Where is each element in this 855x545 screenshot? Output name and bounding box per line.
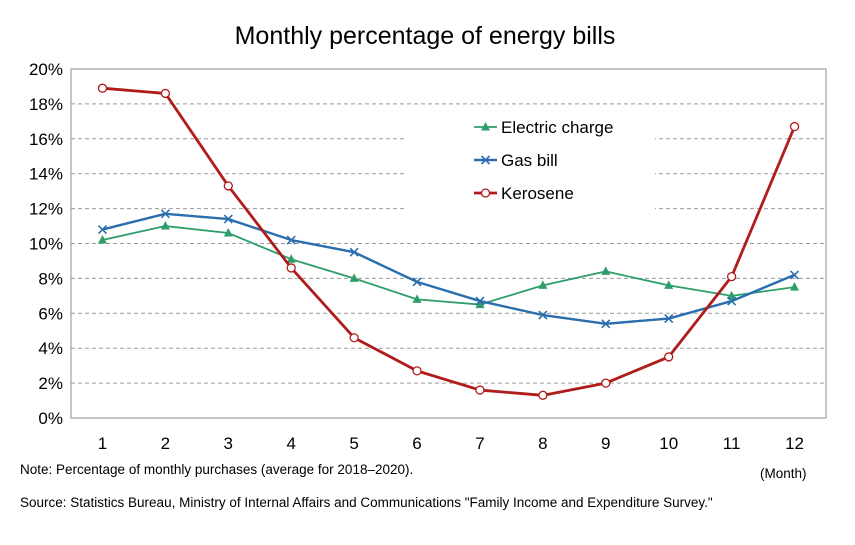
marker-stroke: [538, 310, 548, 320]
marker-stroke: [480, 155, 491, 165]
x-axis-unit-label: (Month): [760, 466, 807, 481]
data-point-marker: [664, 352, 674, 362]
series-line: [102, 225, 795, 306]
legend-label: Electric charge: [501, 118, 613, 137]
marker-stroke: [601, 319, 611, 329]
legend-item: Kerosene: [474, 184, 574, 203]
data-point-marker: [480, 188, 491, 198]
data-point-marker: [664, 313, 674, 324]
marker-stroke: [664, 313, 674, 324]
data-point-marker: [412, 277, 422, 287]
x-tick-label: 11: [723, 434, 741, 453]
data-point-marker: [664, 280, 674, 289]
data-point-marker: [286, 235, 296, 245]
legend-item: Gas bill: [474, 151, 558, 170]
data-point-marker: [727, 290, 737, 300]
data-point-marker: [160, 209, 170, 219]
legend-background: [405, 110, 655, 210]
data-point-marker: [601, 319, 611, 329]
series-layer: [97, 83, 800, 400]
data-point-marker: [160, 88, 171, 99]
data-point-marker: [412, 294, 422, 303]
data-point-marker: [286, 254, 296, 263]
data-point-marker: [97, 224, 108, 235]
data-point-marker: [412, 366, 422, 376]
y-tick-label: 14%: [29, 165, 63, 184]
data-point-marker: [349, 333, 359, 343]
data-point-marker: [97, 235, 107, 244]
y-tick-label: 12%: [29, 200, 63, 219]
x-tick-label: 1: [98, 434, 107, 453]
data-point-marker: [97, 83, 108, 93]
y-tick-label: 8%: [38, 269, 63, 288]
x-tick-label: 12: [785, 434, 804, 453]
data-point-marker: [480, 155, 491, 165]
data-point-marker: [727, 296, 737, 306]
data-point-marker: [223, 228, 233, 237]
marker-stroke: [223, 214, 233, 224]
marker-stroke: [727, 296, 737, 306]
data-point-marker: [223, 214, 233, 224]
series-line: [102, 86, 796, 397]
y-tick-label: 6%: [38, 304, 63, 323]
note-text: Note: Percentage of monthly purchases (a…: [20, 462, 414, 477]
y-axis-tick-labels: 0% 2% 4% 6% 8% 10% 12% 14% 16% 18% 20%: [29, 60, 63, 428]
legend-label: Kerosene: [501, 184, 574, 203]
data-point-marker: [538, 390, 548, 400]
series-gas-bill: [97, 209, 800, 329]
data-point-marker: [349, 273, 359, 282]
y-tick-label: 20%: [29, 60, 63, 79]
data-point-marker: [789, 270, 800, 280]
data-point-marker: [475, 385, 485, 395]
data-point-marker: [481, 122, 490, 131]
chart-title: Monthly percentage of energy bills: [235, 22, 616, 50]
data-point-marker: [475, 299, 485, 309]
marker-stroke: [160, 209, 170, 219]
data-point-marker: [160, 221, 170, 230]
x-tick-label: 2: [161, 434, 170, 453]
marker-stroke: [97, 224, 108, 235]
marker-stroke: [475, 296, 485, 306]
source-text: Source: Statistics Bureau, Ministry of I…: [20, 495, 713, 510]
y-tick-label: 2%: [38, 374, 63, 393]
x-tick-label: 8: [538, 434, 547, 453]
series-electric-charge: [97, 221, 800, 309]
marker-stroke: [349, 247, 359, 257]
x-axis-tick-labels: 1 2 3 4 5 6 7 8 9 10 11 12: [98, 434, 804, 453]
legend-label: Gas bill: [501, 151, 558, 170]
data-point-marker: [538, 310, 548, 320]
marker-stroke: [286, 235, 296, 245]
data-point-marker: [538, 280, 548, 289]
data-point-marker: [223, 181, 233, 191]
x-tick-label: 6: [412, 434, 421, 453]
data-point-marker: [790, 282, 800, 291]
series-kerosene: [97, 83, 800, 400]
y-tick-label: 18%: [29, 95, 63, 114]
data-point-marker: [475, 296, 485, 306]
x-tick-label: 5: [349, 434, 358, 453]
x-tick-label: 3: [224, 434, 233, 453]
data-point-marker: [726, 272, 737, 282]
x-tick-label: 7: [475, 434, 484, 453]
y-tick-label: 0%: [38, 409, 63, 428]
plot-area-frame: [70, 68, 827, 419]
x-tick-label: 9: [601, 434, 610, 453]
data-point-marker: [789, 121, 800, 132]
legend: Electric charge Gas bill Kerosene: [405, 110, 655, 210]
data-point-marker: [349, 247, 359, 257]
data-point-marker: [601, 266, 611, 275]
legend-item: Electric charge: [474, 118, 613, 137]
y-tick-label: 4%: [38, 339, 63, 358]
series-line: [102, 212, 796, 325]
x-tick-label: 4: [286, 434, 295, 453]
data-point-marker: [286, 263, 296, 273]
x-tick-label: 10: [659, 434, 678, 453]
y-tick-label: 16%: [29, 130, 63, 149]
y-tick-label: 10%: [29, 235, 63, 254]
marker-stroke: [789, 270, 800, 280]
marker-stroke: [412, 277, 422, 287]
data-point-marker: [601, 378, 611, 388]
